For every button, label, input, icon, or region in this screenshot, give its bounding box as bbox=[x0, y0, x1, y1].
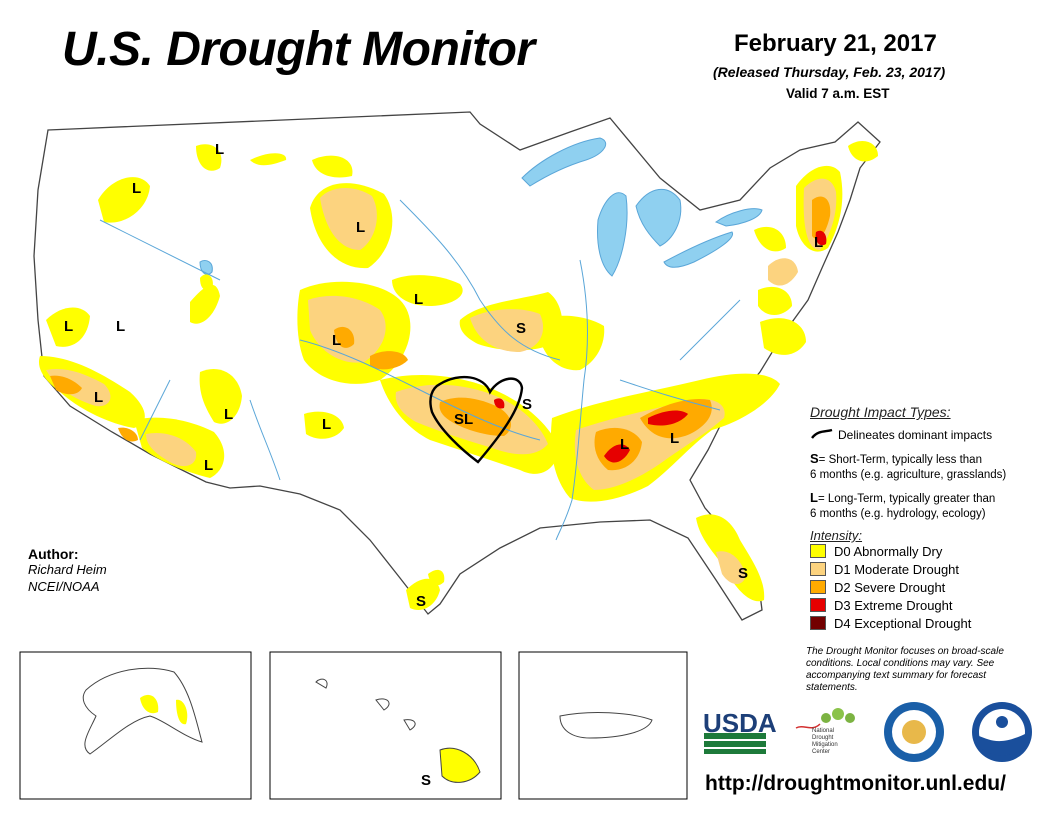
legend-d3: D3 Extreme Drought bbox=[810, 597, 953, 613]
legend-swatch-d3 bbox=[810, 598, 826, 612]
lake-michigan bbox=[597, 192, 628, 277]
impact-label-l: L bbox=[64, 318, 73, 335]
impact-label-sl: SL bbox=[454, 411, 473, 428]
legend-swatch-d1 bbox=[810, 562, 826, 576]
legend-swatch-d0 bbox=[810, 544, 826, 558]
impact-label-l: L bbox=[322, 416, 331, 433]
alaska-shape bbox=[82, 667, 203, 755]
impact-label-l: L bbox=[620, 436, 629, 453]
legend-d4: D4 Exceptional Drought bbox=[810, 615, 971, 631]
rivers bbox=[99, 199, 741, 541]
legend-label-d0: D0 Abnormally Dry bbox=[834, 543, 943, 559]
dominant-impact-boundary bbox=[429, 375, 524, 464]
hawaii-islands bbox=[315, 678, 416, 731]
impact-line-symbol bbox=[811, 428, 833, 439]
impact-label-l: L bbox=[132, 180, 141, 197]
ndmc-logo-text: National Drought Mitigation Center bbox=[812, 728, 838, 755]
short-term-line2: 6 months (e.g. agriculture, grasslands) bbox=[810, 469, 1007, 481]
impact-label-l: L bbox=[356, 219, 365, 236]
short-term-key: S bbox=[810, 451, 819, 466]
legend-label-d4: D4 Exceptional Drought bbox=[834, 615, 972, 631]
impact-label-l: L bbox=[224, 406, 233, 423]
impact-line-label: Delineates dominant impacts bbox=[838, 428, 993, 442]
us-outline bbox=[33, 111, 881, 621]
disclaimer-text: The Drought Monitor focuses on broad-sca… bbox=[806, 646, 1004, 693]
usda-logo bbox=[704, 733, 766, 754]
puerto-rico-inset-frame bbox=[518, 651, 688, 800]
lake-huron bbox=[635, 189, 682, 247]
impact-label-s: S bbox=[421, 772, 431, 789]
ndmc-logo bbox=[795, 708, 855, 729]
release-date: (Released Thursday, Feb. 23, 2017) bbox=[713, 64, 946, 80]
short-term-note: S= Short-Term, typically less than 6 mon… bbox=[810, 451, 1006, 483]
legend-swatch-d4 bbox=[810, 616, 826, 630]
valid-time: Valid 7 a.m. EST bbox=[786, 86, 890, 101]
impact-label-l: L bbox=[215, 141, 224, 158]
legend-d2: D2 Severe Drought bbox=[810, 579, 945, 595]
hawaii-inset-frame bbox=[269, 651, 502, 800]
impact-labels: L L L L L L L S L S L SL L L L L L S S S bbox=[64, 141, 823, 789]
long-term-line1: = Long-Term, typically greater than bbox=[817, 493, 996, 505]
map-title: U.S. Drought Monitor bbox=[62, 23, 535, 76]
impact-label-s: S bbox=[416, 593, 426, 610]
map-date: February 21, 2017 bbox=[734, 30, 937, 57]
impact-label-s: S bbox=[738, 565, 748, 582]
impact-label-l: L bbox=[204, 457, 213, 474]
legend-d0: D0 Abnormally Dry bbox=[810, 543, 942, 559]
long-term-key: L bbox=[810, 490, 818, 505]
noaa-logo bbox=[972, 702, 1032, 762]
website-link[interactable]: http://droughtmonitor.unl.edu/ bbox=[705, 772, 1006, 795]
legend-d1: D1 Moderate Drought bbox=[810, 561, 959, 577]
impact-label-l: L bbox=[116, 318, 125, 335]
puerto-rico-shape bbox=[559, 712, 653, 739]
lake-erie bbox=[663, 231, 733, 268]
legend-label-d1: D1 Moderate Drought bbox=[834, 561, 960, 577]
lake-ontario bbox=[714, 208, 763, 227]
great-salt-lake bbox=[199, 259, 213, 275]
doc-seal bbox=[884, 702, 944, 762]
alaska-inset-frame bbox=[19, 651, 252, 800]
lake-superior bbox=[521, 137, 607, 187]
intensity-legend-heading: Intensity: bbox=[810, 528, 863, 543]
impact-label-l: L bbox=[670, 430, 679, 447]
d3-areas bbox=[494, 230, 827, 463]
short-term-line1: = Short-Term, typically less than bbox=[818, 454, 982, 466]
author-heading: Author: bbox=[28, 546, 79, 562]
long-term-line2: 6 months (e.g. hydrology, ecology) bbox=[810, 508, 986, 520]
legend-label-d3: D3 Extreme Drought bbox=[834, 597, 953, 613]
legend-swatch-d2 bbox=[810, 580, 826, 594]
impact-label-s: S bbox=[522, 396, 532, 413]
impact-label-l: L bbox=[414, 291, 423, 308]
hawaii-big-island bbox=[439, 747, 481, 783]
impact-legend-heading: Drought Impact Types: bbox=[810, 404, 951, 420]
author-org: NCEI/NOAA bbox=[28, 579, 100, 594]
alaska-d0-2 bbox=[176, 699, 188, 725]
author-name: Richard Heim bbox=[28, 562, 107, 577]
impact-label-l: L bbox=[332, 332, 341, 349]
impact-label-s: S bbox=[516, 320, 526, 337]
impact-label-l: L bbox=[814, 234, 823, 251]
alaska-d0 bbox=[140, 694, 159, 714]
long-term-note: L= Long-Term, typically greater than 6 m… bbox=[810, 490, 995, 522]
impact-label-l: L bbox=[94, 389, 103, 406]
legend-label-d2: D2 Severe Drought bbox=[834, 579, 946, 595]
usda-logo-text: USDA bbox=[703, 708, 777, 738]
